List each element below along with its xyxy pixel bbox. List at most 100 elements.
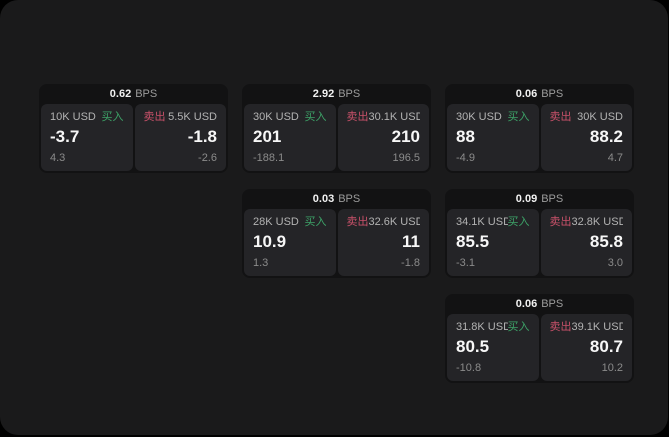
- quote-card-4: 0.03 BPS 28K USD 买入 10.9 1.3 卖出 32.6K US…: [242, 189, 431, 278]
- quote-card-6: 0.06 BPS 31.8K USD 买入 80.5 -10.8 卖出 39.1…: [445, 294, 634, 383]
- quote-card-3: 0.06 BPS 30K USD 买入 88 -4.9 卖出 30K USD: [445, 84, 634, 173]
- buy-sub-value: -3.1: [456, 257, 475, 269]
- bps-header: 0.06 BPS: [445, 294, 634, 314]
- buy-sell-panels: 30K USD 买入 201 -188.1 卖出 30.1K USD 210 1…: [242, 104, 431, 173]
- buy-panel[interactable]: 34.1K USD 买入 85.5 -3.1: [447, 209, 539, 276]
- sell-label: 卖出: [143, 111, 166, 123]
- buy-price: 80.5: [456, 337, 490, 356]
- bps-value: 0.06: [515, 88, 538, 100]
- quote-card-grid: 0.62 BPS 10K USD 买入 -3.7 4.3 卖出 5.5K USD: [39, 84, 634, 383]
- sell-sub-value: -1.8: [401, 257, 420, 269]
- sell-sub-value: 3.0: [607, 257, 623, 269]
- sell-amount: 32.6K USD: [368, 216, 421, 228]
- sell-sub-value: -2.6: [198, 152, 217, 164]
- buy-panel[interactable]: 28K USD 买入 10.9 1.3: [244, 209, 336, 276]
- sell-panel[interactable]: 卖出 32.8K USD 85.8 3.0: [540, 209, 632, 276]
- buy-amount: 31.8K USD: [456, 321, 508, 333]
- sell-amount: 39.1K USD: [571, 321, 624, 333]
- bps-header: 2.92 BPS: [242, 84, 431, 104]
- buy-panel-top: 34.1K USD 买入: [456, 216, 530, 229]
- buy-panel-top: 31.8K USD 买入: [456, 321, 530, 334]
- buy-panel[interactable]: 10K USD 买入 -3.7 4.3: [41, 104, 133, 171]
- bps-header: 0.62 BPS: [39, 84, 228, 104]
- buy-label: 买入: [507, 111, 530, 123]
- sell-price: 85.8: [589, 232, 623, 251]
- sell-panel-top: 卖出 30.1K USD: [347, 111, 421, 124]
- buy-panel-top: 28K USD 买入: [253, 216, 327, 229]
- sell-panel-top: 卖出 32.6K USD: [347, 216, 421, 229]
- buy-label: 买入: [507, 321, 530, 333]
- quote-card-5: 0.09 BPS 34.1K USD 买入 85.5 -3.1 卖出 32.8K…: [445, 189, 634, 278]
- sell-panel-top: 卖出 5.5K USD: [144, 111, 218, 124]
- buy-sub-value: -188.1: [253, 152, 285, 164]
- buy-panel-top: 30K USD 买入: [456, 111, 530, 124]
- bps-header: 0.09 BPS: [445, 189, 634, 209]
- sell-sub-value: 196.5: [392, 152, 420, 164]
- sell-label: 卖出: [549, 111, 572, 123]
- buy-panel[interactable]: 31.8K USD 买入 80.5 -10.8: [447, 314, 539, 381]
- sell-amount: 30.1K USD: [368, 111, 421, 123]
- buy-label: 买入: [507, 216, 530, 228]
- sell-amount: 5.5K USD: [168, 111, 217, 123]
- bps-unit-label: BPS: [338, 193, 361, 205]
- sell-label: 卖出: [549, 216, 572, 228]
- buy-label: 买入: [304, 111, 327, 123]
- bps-value: 0.62: [109, 88, 132, 100]
- sell-label: 卖出: [346, 111, 369, 123]
- bps-value: 0.09: [515, 193, 538, 205]
- sell-amount: 32.8K USD: [571, 216, 624, 228]
- bps-value: 0.03: [312, 193, 335, 205]
- buy-panel[interactable]: 30K USD 买入 201 -188.1: [244, 104, 336, 171]
- sell-panel[interactable]: 卖出 39.1K USD 80.7 10.2: [540, 314, 632, 381]
- sell-price: 80.7: [589, 337, 623, 356]
- quote-card-1: 0.62 BPS 10K USD 买入 -3.7 4.3 卖出 5.5K USD: [39, 84, 228, 173]
- buy-sell-panels: 30K USD 买入 88 -4.9 卖出 30K USD 88.2 4.7: [445, 104, 634, 173]
- bps-header: 0.03 BPS: [242, 189, 431, 209]
- buy-amount: 10K USD: [50, 111, 96, 123]
- buy-price: 88: [456, 127, 475, 146]
- bps-unit-label: BPS: [541, 193, 564, 205]
- sell-sub-value: 10.2: [601, 362, 623, 374]
- sell-panel-top: 卖出 30K USD: [550, 111, 624, 124]
- sell-panel-top: 卖出 32.8K USD: [550, 216, 624, 229]
- buy-sell-panels: 28K USD 买入 10.9 1.3 卖出 32.6K USD 11 -1.8: [242, 209, 431, 278]
- buy-panel[interactable]: 30K USD 买入 88 -4.9: [447, 104, 539, 171]
- sell-price: 11: [402, 232, 420, 251]
- buy-sell-panels: 10K USD 买入 -3.7 4.3 卖出 5.5K USD -1.8 -2.…: [39, 104, 228, 173]
- sell-panel[interactable]: 卖出 30.1K USD 210 196.5: [337, 104, 429, 171]
- bps-unit-label: BPS: [541, 298, 564, 310]
- quote-card-2: 2.92 BPS 30K USD 买入 201 -188.1 卖出 30.1K …: [242, 84, 431, 173]
- sell-panel[interactable]: 卖出 32.6K USD 11 -1.8: [337, 209, 429, 276]
- sell-amount: 30K USD: [577, 111, 623, 123]
- sell-price: 210: [391, 127, 420, 146]
- buy-label: 买入: [101, 111, 124, 123]
- buy-sub-value: -10.8: [456, 362, 482, 374]
- buy-sub-value: -4.9: [456, 152, 475, 164]
- buy-panel-top: 30K USD 买入: [253, 111, 327, 124]
- sell-label: 卖出: [346, 216, 369, 228]
- bps-unit-label: BPS: [135, 88, 158, 100]
- buy-sell-panels: 34.1K USD 买入 85.5 -3.1 卖出 32.8K USD 85.8…: [445, 209, 634, 278]
- buy-price: 10.9: [253, 232, 287, 251]
- buy-sub-value: 4.3: [50, 152, 66, 164]
- sell-sub-value: 4.7: [607, 152, 623, 164]
- bps-header: 0.06 BPS: [445, 84, 634, 104]
- buy-panel-top: 10K USD 买入: [50, 111, 124, 124]
- sell-price: -1.8: [187, 127, 217, 146]
- bps-unit-label: BPS: [338, 88, 361, 100]
- sell-panel[interactable]: 卖出 30K USD 88.2 4.7: [540, 104, 632, 171]
- buy-price: 85.5: [456, 232, 490, 251]
- sell-panel[interactable]: 卖出 5.5K USD -1.8 -2.6: [134, 104, 226, 171]
- bps-unit-label: BPS: [541, 88, 564, 100]
- buy-amount: 28K USD: [253, 216, 299, 228]
- bps-value: 2.92: [312, 88, 335, 100]
- bps-value: 0.06: [515, 298, 538, 310]
- sell-panel-top: 卖出 39.1K USD: [550, 321, 624, 334]
- buy-amount: 30K USD: [456, 111, 502, 123]
- sell-price: 88.2: [589, 127, 623, 146]
- buy-price: -3.7: [50, 127, 80, 146]
- buy-amount: 34.1K USD: [456, 216, 508, 228]
- buy-sell-panels: 31.8K USD 买入 80.5 -10.8 卖出 39.1K USD 80.…: [445, 314, 634, 383]
- sell-label: 卖出: [549, 321, 572, 333]
